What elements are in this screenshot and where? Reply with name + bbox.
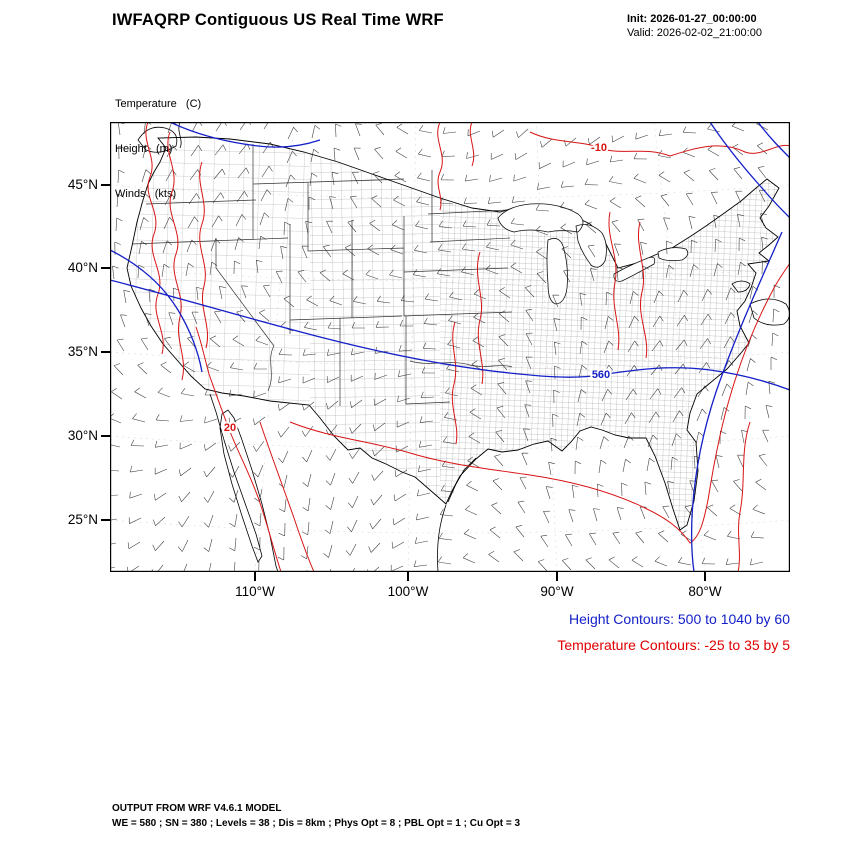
- y-axis-tick: [101, 184, 110, 186]
- y-axis-label: 45°N: [67, 177, 98, 192]
- map-svg: -10 20 560: [102, 117, 791, 585]
- mexico-coastline: [209, 393, 477, 573]
- page-title: IWFAQRP Contiguous US Real Time WRF: [112, 11, 444, 29]
- wind-barbs: [102, 117, 781, 585]
- y-axis-label: 40°N: [67, 260, 98, 275]
- x-axis-tick: [407, 572, 409, 581]
- contour-label-temp-20: 20: [224, 422, 236, 434]
- temperature-contours: [145, 121, 791, 573]
- y-axis-label: 35°N: [67, 344, 98, 359]
- x-axis-label: 110°W: [235, 584, 275, 599]
- height-contours-caption: Height Contours: 500 to 1040 by 60: [568, 611, 790, 627]
- y-axis-tick: [101, 267, 110, 269]
- model-timestamps: Init: 2026-01-27_00:00:00 Valid: 2026-02…: [627, 13, 807, 40]
- state-borders: [131, 144, 513, 406]
- map-frame: [110, 122, 790, 572]
- y-axis-label: 30°N: [67, 428, 98, 443]
- legend-temperature: Temperature (C): [115, 98, 202, 110]
- temperature-contours-caption: Temperature Contours: -25 to 35 by 5: [557, 637, 790, 653]
- x-axis-label: 90°W: [540, 584, 574, 599]
- x-axis-label: 100°W: [387, 584, 429, 599]
- y-axis-tick: [101, 351, 110, 353]
- height-contours: [109, 121, 791, 573]
- contour-label-temp-neg10: -10: [591, 142, 607, 154]
- model-output-line: OUTPUT FROM WRF V4.6.1 MODEL: [112, 803, 282, 814]
- canada-coastline: [137, 121, 790, 326]
- x-axis-tick: [704, 572, 706, 581]
- map-plot: -10 20 560: [102, 117, 791, 585]
- us-outline: [126, 136, 780, 531]
- valid-timestamp: Valid: 2026-02-02_21:00:00: [627, 26, 762, 39]
- x-axis-tick: [254, 572, 256, 581]
- y-axis-tick: [101, 435, 110, 437]
- county-texture: [127, 137, 779, 530]
- init-timestamp: Init: 2026-01-27_00:00:00: [627, 13, 757, 25]
- model-config-line: WE = 580 ; SN = 380 ; Levels = 38 ; Dis …: [112, 818, 521, 829]
- y-axis-label: 25°N: [67, 512, 98, 527]
- contour-label-height-560: 560: [592, 369, 610, 381]
- y-axis-tick: [101, 519, 110, 521]
- x-axis-tick: [556, 572, 558, 581]
- x-axis-label: 80°W: [688, 584, 722, 599]
